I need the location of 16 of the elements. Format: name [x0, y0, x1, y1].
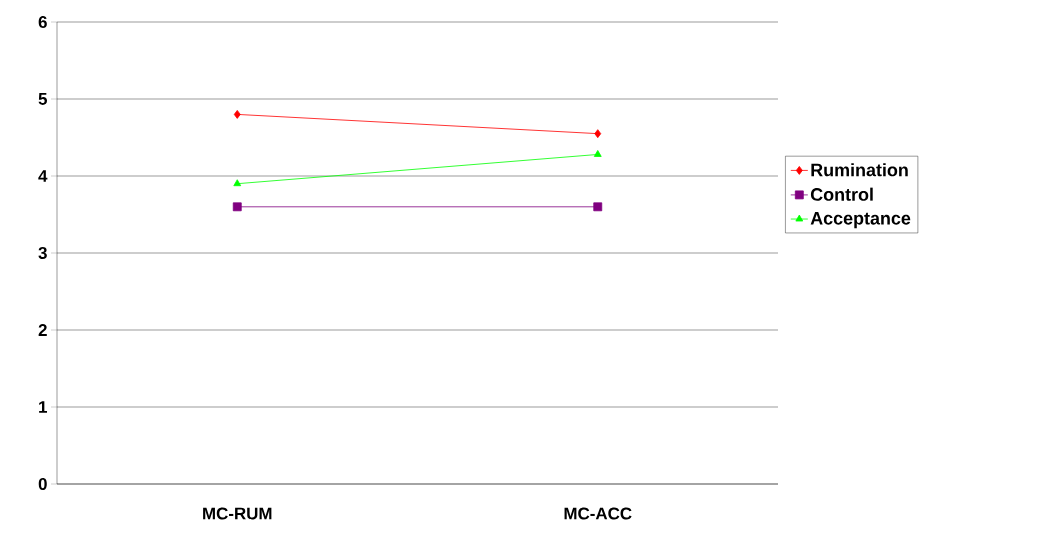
- legend-label: Acceptance: [810, 212, 911, 229]
- y-tick-label: 1: [39, 401, 48, 413]
- y-tick-label: 5: [38, 93, 48, 105]
- y-tick-label: 6: [38, 16, 47, 28]
- x-tick-label: MC-ACC: [564, 507, 632, 520]
- legend-label: Control: [810, 187, 873, 201]
- point: [232, 202, 242, 212]
- x-tick-label: MC-RUM: [203, 507, 272, 520]
- point: [594, 129, 602, 139]
- y-tick-label: 0: [38, 478, 47, 490]
- legend-label: Rumination: [811, 163, 908, 177]
- y-tick-label: 2: [38, 324, 47, 336]
- y-tick-label: 3: [38, 246, 47, 260]
- point: [233, 110, 241, 119]
- y-tick-label: 4: [38, 170, 48, 182]
- point: [593, 202, 603, 212]
